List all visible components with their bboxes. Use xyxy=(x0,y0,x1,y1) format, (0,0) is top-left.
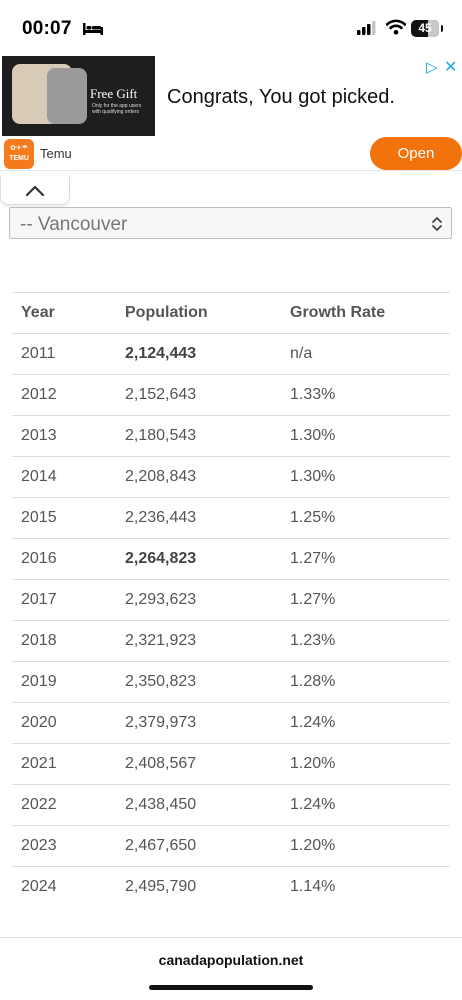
cell-year: 2012 xyxy=(12,374,125,416)
table-row: 2023 2,467,650 1.20% xyxy=(12,825,450,867)
open-button[interactable]: Open xyxy=(370,137,462,170)
cell-year: 2021 xyxy=(12,743,125,785)
table-row: 2012 2,152,643 1.33% xyxy=(12,374,450,416)
table-row: 2019 2,350,823 1.28% xyxy=(12,661,450,703)
table-row: 2022 2,438,450 1.24% xyxy=(12,784,450,826)
table-row: 2018 2,321,923 1.23% xyxy=(12,620,450,662)
cell-population: 2,408,567 xyxy=(125,743,290,785)
table-row: 2020 2,379,973 1.24% xyxy=(12,702,450,744)
cell-growth-rate: 1.14% xyxy=(290,866,450,907)
battery-tip xyxy=(441,25,443,32)
header-year: Year xyxy=(12,292,125,334)
cell-population: 2,438,450 xyxy=(125,784,290,826)
ad-banner[interactable]: Free Gift Only for the app users with qu… xyxy=(0,56,462,171)
table-row: 2011 2,124,443 n/a xyxy=(12,333,450,375)
cell-growth-rate: 1.20% xyxy=(290,743,450,785)
table-row: 2024 2,495,790 1.14% xyxy=(12,866,450,907)
cell-growth-rate: 1.23% xyxy=(290,620,450,662)
cell-year: 2015 xyxy=(12,497,125,539)
city-select-value: -- Vancouver xyxy=(20,214,128,235)
cell-growth-rate: 1.24% xyxy=(290,702,450,744)
cell-population: 2,379,973 xyxy=(125,702,290,744)
temu-logo-glyphs: ✿✈☂ xyxy=(9,145,28,152)
table-row: 2021 2,408,567 1.20% xyxy=(12,743,450,785)
cell-population: 2,293,623 xyxy=(125,579,290,621)
city-select[interactable]: -- Vancouver xyxy=(9,207,452,239)
table-row: 2014 2,208,843 1.30% xyxy=(12,456,450,498)
table-row: 2017 2,293,623 1.27% xyxy=(12,579,450,621)
cellular-signal-icon xyxy=(357,21,376,35)
cell-year: 2017 xyxy=(12,579,125,621)
cell-growth-rate: 1.27% xyxy=(290,538,450,580)
cell-population: 2,264,823 xyxy=(125,538,290,580)
temu-logo: ✿✈☂ TEMU xyxy=(4,139,34,169)
select-arrows-icon xyxy=(432,217,442,231)
cell-growth-rate: 1.20% xyxy=(290,825,450,867)
cell-population: 2,180,543 xyxy=(125,415,290,457)
ad-image-title: Free Gift xyxy=(90,86,138,101)
site-domain[interactable]: canadapopulation.net xyxy=(158,952,304,968)
backpack-open-image xyxy=(47,68,87,124)
cell-year: 2020 xyxy=(12,702,125,744)
cell-year: 2023 xyxy=(12,825,125,867)
battery-level: 45 xyxy=(418,21,432,35)
cell-population: 2,208,843 xyxy=(125,456,290,498)
adchoices-icon[interactable]: ▷ xyxy=(426,59,438,76)
advertiser-name: Temu xyxy=(40,146,72,161)
close-icon[interactable]: ✕ xyxy=(444,59,458,76)
cell-population: 2,321,923 xyxy=(125,620,290,662)
cell-growth-rate: 1.30% xyxy=(290,456,450,498)
cell-growth-rate: n/a xyxy=(290,333,450,375)
cell-growth-rate: 1.24% xyxy=(290,784,450,826)
cell-growth-rate: 1.28% xyxy=(290,661,450,703)
cell-population: 2,124,443 xyxy=(125,333,290,375)
cell-population: 2,467,650 xyxy=(125,825,290,867)
cell-year: 2018 xyxy=(12,620,125,662)
table-header-row: Year Population Growth Rate xyxy=(12,292,450,334)
cell-year: 2024 xyxy=(12,866,125,907)
status-time: 00:07 xyxy=(22,18,72,39)
table-row: 2015 2,236,443 1.25% xyxy=(12,497,450,539)
table-row: 2013 2,180,543 1.30% xyxy=(12,415,450,457)
cell-year: 2014 xyxy=(12,456,125,498)
cell-year: 2011 xyxy=(12,333,125,375)
status-bar: 00:07 45 xyxy=(0,0,462,56)
footer-divider xyxy=(0,937,462,938)
temu-logo-text: TEMU xyxy=(9,155,29,162)
cell-year: 2016 xyxy=(12,538,125,580)
collapse-ad-tab[interactable] xyxy=(0,176,70,205)
population-table: Year Population Growth Rate 2011 2,124,44… xyxy=(12,292,450,907)
cell-growth-rate: 1.30% xyxy=(290,415,450,457)
cell-year: 2019 xyxy=(12,661,125,703)
table-row: 2016 2,264,823 1.27% xyxy=(12,538,450,580)
cell-population: 2,495,790 xyxy=(125,866,290,907)
battery-icon: 45 xyxy=(411,20,439,37)
cell-population: 2,152,643 xyxy=(125,374,290,416)
cell-year: 2022 xyxy=(12,784,125,826)
home-indicator[interactable] xyxy=(149,985,313,990)
cell-growth-rate: 1.33% xyxy=(290,374,450,416)
chevron-up-icon xyxy=(25,185,45,197)
cell-population: 2,350,823 xyxy=(125,661,290,703)
ad-headline[interactable]: Congrats, You got picked. xyxy=(167,86,395,108)
bed-icon xyxy=(83,23,103,35)
cell-year: 2013 xyxy=(12,415,125,457)
ad-image[interactable]: Free Gift Only for the app users with qu… xyxy=(2,56,155,136)
wifi-icon xyxy=(386,19,406,35)
header-population: Population xyxy=(125,292,290,334)
cell-growth-rate: 1.25% xyxy=(290,497,450,539)
header-growth-rate: Growth Rate xyxy=(290,292,450,334)
cell-growth-rate: 1.27% xyxy=(290,579,450,621)
ad-image-subtitle: Only for the app users with qualifying o… xyxy=(92,103,142,115)
cell-population: 2,236,443 xyxy=(125,497,290,539)
